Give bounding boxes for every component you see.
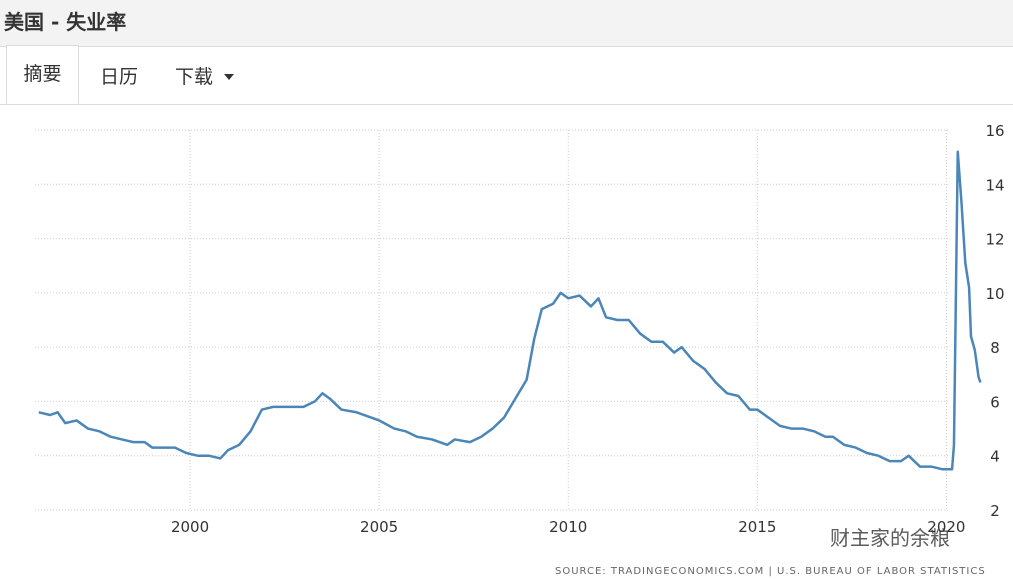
dropdown-caret bbox=[224, 74, 235, 80]
x-tick-label: 2020 bbox=[927, 518, 965, 536]
watermark: 财主家的余粮 bbox=[830, 526, 950, 550]
tab[interactable]: 摘要 bbox=[6, 45, 79, 104]
y-tick-label: 10 bbox=[985, 285, 1004, 303]
y-tick-label: 12 bbox=[985, 231, 1004, 249]
x-tick-label: 2005 bbox=[360, 518, 398, 536]
y-tick-label: 8 bbox=[990, 339, 1000, 357]
y-tick-label: 4 bbox=[990, 448, 1000, 466]
source-note: SOURCE: TRADINGECONOMICS.COM | U.S. BURE… bbox=[555, 566, 986, 577]
x-tick-label: 2015 bbox=[738, 518, 776, 536]
x-tick-label: 2000 bbox=[171, 518, 209, 536]
x-tick-label: 2010 bbox=[549, 518, 587, 536]
page-title: 美国 - 失业率 bbox=[4, 10, 127, 34]
y-tick-label: 6 bbox=[990, 393, 1000, 411]
line-series bbox=[38, 150, 982, 471]
tab-bar: 摘要 日历 下载 bbox=[0, 45, 1013, 105]
header: 美国 - 失业率 bbox=[0, 0, 1013, 47]
y-tick-label: 16 bbox=[985, 122, 1004, 140]
tab[interactable]: 日历 bbox=[100, 66, 139, 88]
y-tick-label: 2 bbox=[990, 502, 1000, 520]
tab[interactable]: 下载 bbox=[175, 62, 235, 89]
tab-label[interactable]: 下载 bbox=[175, 66, 214, 88]
y-tick-label: 14 bbox=[985, 176, 1004, 194]
